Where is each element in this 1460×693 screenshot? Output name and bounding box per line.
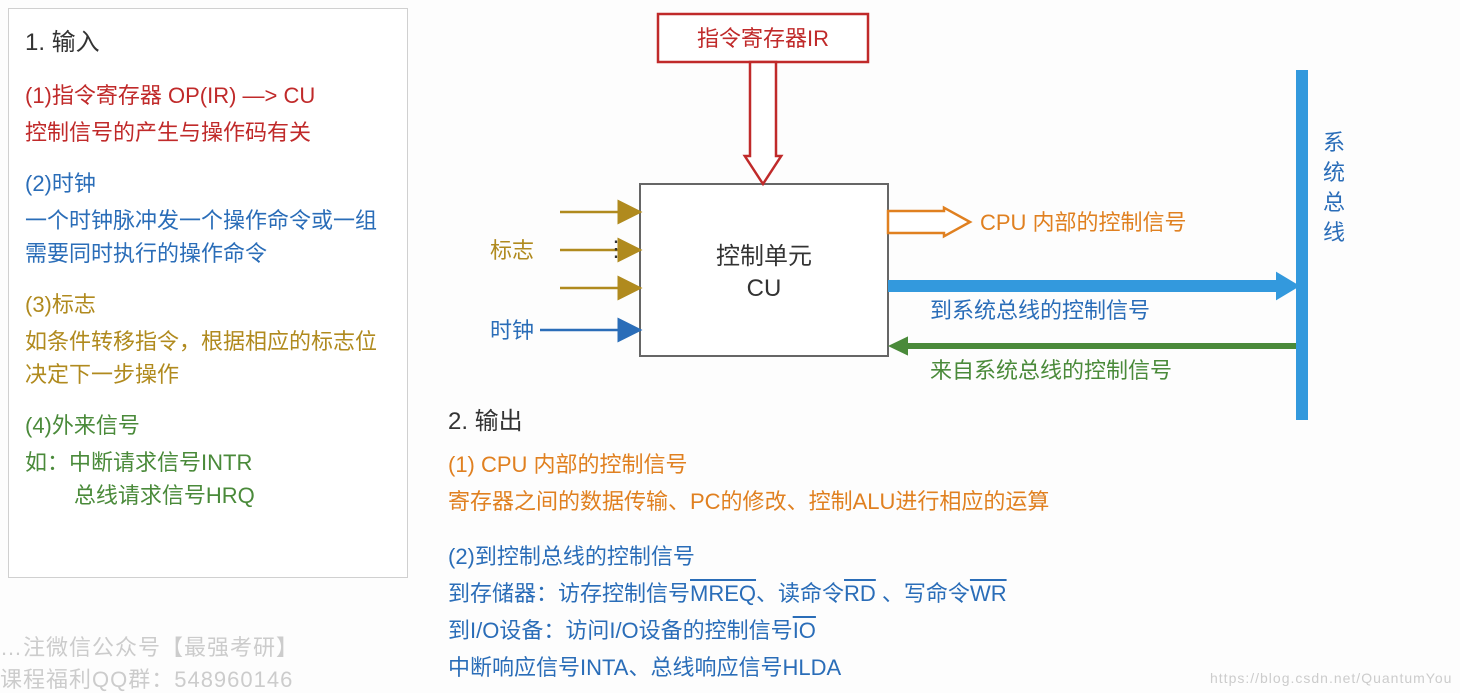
cu-box-label1: 控制单元 xyxy=(716,243,812,270)
from-bus-label: 来自系统总线的控制信号 xyxy=(930,358,1172,383)
cu-box xyxy=(640,184,888,356)
clock-label: 时钟 xyxy=(490,318,534,343)
watermark-qq: 课程福利QQ群：548960146 xyxy=(0,662,293,693)
system-bus xyxy=(1296,70,1308,420)
cu-box-label2: CU xyxy=(747,275,782,302)
to-bus-label: 到系统总线的控制信号 xyxy=(930,298,1150,323)
control-unit-diagram: 指令寄存器IR 控制单元 CU 标志 ⋮ 时钟 CPU 内部的控制信号到系统总线的控制信号来… xyxy=(0,0,1460,693)
from-bus-arrow xyxy=(888,336,1300,355)
flag-label: 标志 xyxy=(490,238,534,263)
ir-box-label: 指令寄存器IR xyxy=(697,26,829,51)
system-bus-label-3: 线 xyxy=(1323,220,1345,245)
system-bus-label-0: 系 xyxy=(1323,130,1345,155)
to-bus-arrow xyxy=(888,272,1300,301)
cpu-internal-signal-label: CPU 内部的控制信号 xyxy=(980,210,1187,235)
cpu-internal-signal-arrow xyxy=(888,208,970,237)
system-bus-label-2: 总 xyxy=(1323,190,1345,215)
watermark-url: https://blog.csdn.net/QuantumYou xyxy=(1210,670,1452,686)
watermark-wechat: …注微信公众号【最强考研】 xyxy=(0,630,299,662)
stage: 1. 输入(1)指令寄存器 OP(IR) —> CU控制信号的产生与操作码有关(… xyxy=(0,0,1460,693)
system-bus-label-1: 统 xyxy=(1323,160,1345,185)
ir-to-cu-arrow xyxy=(745,62,781,184)
flag-dots: ⋮ xyxy=(605,236,627,261)
